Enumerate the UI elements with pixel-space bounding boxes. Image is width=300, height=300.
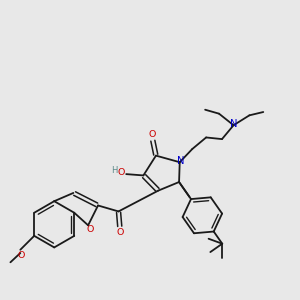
Text: O: O bbox=[86, 225, 94, 234]
Text: O: O bbox=[148, 130, 156, 139]
Text: O: O bbox=[117, 168, 124, 177]
Text: O: O bbox=[17, 251, 25, 260]
Text: N: N bbox=[230, 119, 238, 129]
Text: H: H bbox=[111, 166, 118, 175]
Text: N: N bbox=[177, 156, 184, 166]
Text: O: O bbox=[117, 228, 124, 237]
